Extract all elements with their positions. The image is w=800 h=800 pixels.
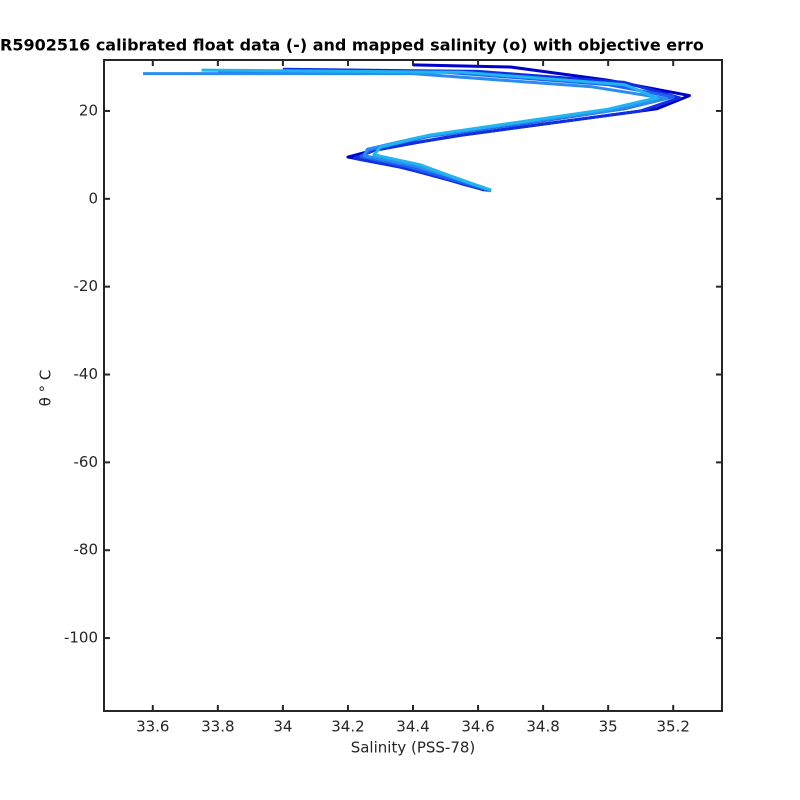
- x-tick-label: 33.6: [136, 718, 169, 736]
- chart-title: R5902516 calibrated float data (-) and m…: [0, 36, 704, 55]
- x-tick-label: 34: [273, 718, 292, 736]
- y-tick-label: 20: [79, 101, 98, 119]
- y-tick-label: -100: [64, 629, 98, 647]
- x-tick-label: 34.6: [461, 718, 494, 736]
- x-tick-label: 34.8: [526, 718, 559, 736]
- x-tick-label: 33.8: [201, 718, 234, 736]
- x-tick-label: 34.4: [396, 718, 429, 736]
- x-tick-label: 35.2: [657, 718, 690, 736]
- profile-line: [201, 68, 659, 192]
- y-tick-label: -40: [74, 365, 99, 383]
- x-axis-label: Salinity (PSS-78): [351, 739, 476, 757]
- y-axis-label: θ ° C: [37, 370, 55, 407]
- y-tick-label: -80: [74, 541, 99, 559]
- y-tick-label: -60: [74, 453, 99, 471]
- y-tick-label: 0: [88, 189, 98, 207]
- y-tick-label: -20: [74, 277, 99, 295]
- x-tick-label: 34.2: [331, 718, 364, 736]
- x-tick-label: 35: [599, 718, 618, 736]
